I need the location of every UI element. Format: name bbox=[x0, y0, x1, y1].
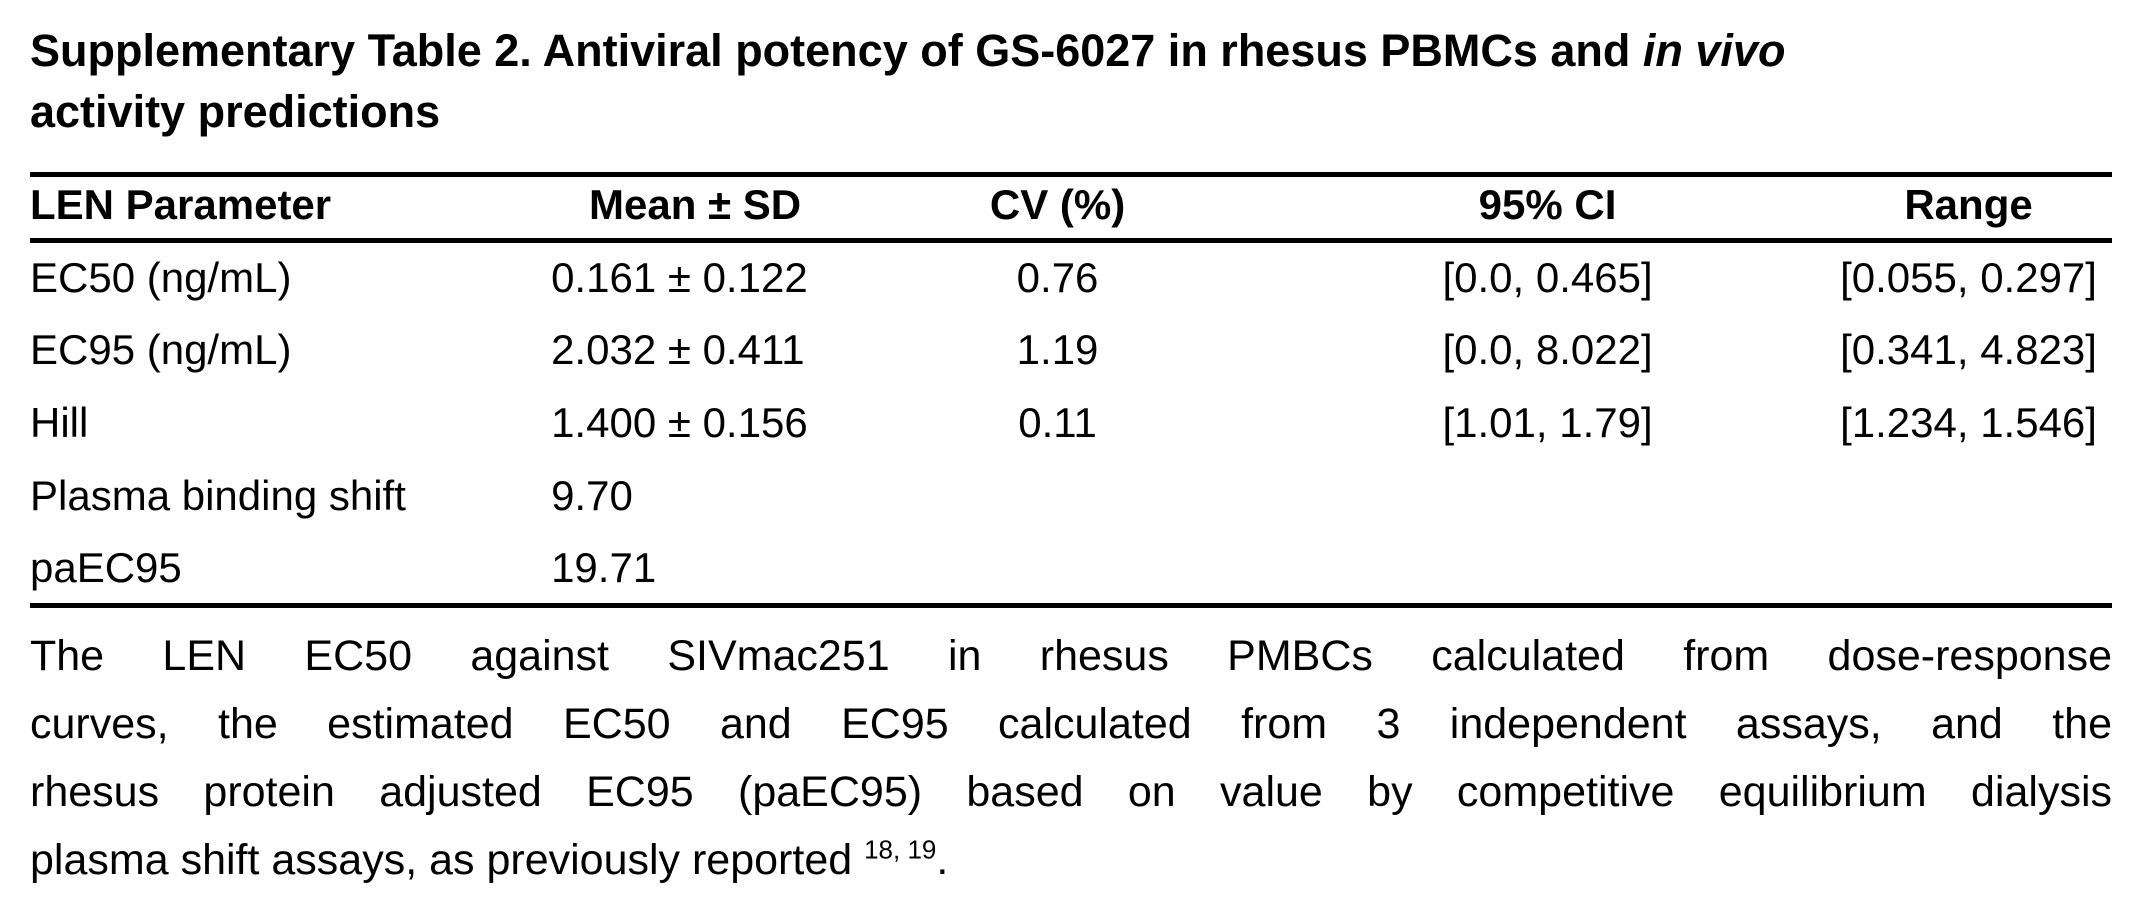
col-header-95ci: 95% CI bbox=[1478, 181, 1617, 228]
footnote-line: curves, the estimated EC50 and EC95 calc… bbox=[30, 700, 2112, 748]
table-header: LEN Parameter Mean ± SD CV (%) 95% CI Ra… bbox=[30, 175, 2112, 241]
table-row: EC50 (ng/mL) 0.161 ± 0.122 0.76 [0.0, 0.465… bbox=[30, 241, 2112, 314]
footnote: The LEN EC50 against SIVmac251 in rhesus… bbox=[30, 622, 2112, 894]
col-header-range: Range bbox=[1904, 181, 2033, 228]
cell-parameter: paEC95 bbox=[30, 543, 182, 591]
cell-mean-sd: 1.400 ± 0.156 bbox=[551, 399, 808, 446]
cell-range bbox=[1825, 533, 2112, 606]
footnote-line-text: plasma shift assays, as previously repor… bbox=[30, 836, 865, 884]
cell-mean-sd: 2.032 ± 0.411 bbox=[551, 326, 805, 373]
table-row: Plasma binding shift 9.70 bbox=[30, 460, 2112, 533]
footnote-line: plasma shift assays, as previously repor… bbox=[30, 826, 2112, 894]
table-row: Hill 1.400 ± 0.156 0.11 [1.01, 1.79] [1.234,… bbox=[30, 387, 2112, 460]
cell-range: [0.055, 0.297] bbox=[1840, 254, 2097, 302]
cell-95ci bbox=[1270, 533, 1825, 606]
cell-95ci: [0.0, 0.465] bbox=[1442, 254, 1653, 302]
cell-parameter: EC95 (ng/mL) bbox=[30, 326, 292, 373]
table-body: EC50 (ng/mL) 0.161 ± 0.122 0.76 [0.0, 0.465… bbox=[30, 241, 2112, 606]
cell-cv bbox=[845, 460, 1270, 533]
cell-parameter: Hill bbox=[30, 399, 89, 446]
document-title: Supplementary Table 2. Antiviral potency… bbox=[30, 20, 2112, 142]
cell-mean-sd: 0.161 ± 0.122 bbox=[551, 254, 808, 302]
cell-mean-sd: 9.70 bbox=[551, 472, 633, 519]
cell-cv: 1.19 bbox=[1016, 326, 1099, 373]
cell-range: [1.234, 1.546] bbox=[1840, 399, 2097, 446]
cell-cv: 0.11 bbox=[1018, 399, 1097, 446]
table-row: EC95 (ng/mL) 2.032 ± 0.411 1.19 [0.0, 8.022… bbox=[30, 314, 2112, 387]
cell-parameter: Plasma binding shift bbox=[30, 472, 406, 519]
cell-95ci: [1.01, 1.79] bbox=[1442, 399, 1653, 446]
col-header-parameter: LEN Parameter bbox=[30, 181, 332, 228]
table-header-row: LEN Parameter Mean ± SD CV (%) 95% CI Ra… bbox=[30, 175, 2112, 241]
footnote-reference-superscript: 18, 19 bbox=[864, 834, 937, 865]
cell-95ci bbox=[1270, 460, 1825, 533]
col-header-cv: CV (%) bbox=[989, 181, 1126, 228]
cell-95ci: [0.0, 8.022] bbox=[1442, 326, 1653, 373]
cell-cv bbox=[845, 533, 1270, 606]
title-italic-in-vivo: in vivo bbox=[1642, 25, 1786, 76]
col-header-mean-sd: Mean ± SD bbox=[589, 181, 802, 228]
table-row: paEC95 19.71 bbox=[30, 533, 2112, 606]
footnote-line: rhesus protein adjusted EC95 (paEC95) ba… bbox=[30, 768, 2112, 816]
cell-parameter: EC50 (ng/mL) bbox=[30, 254, 292, 302]
cell-mean-sd: 19.71 bbox=[551, 543, 657, 591]
title-text: Supplementary Table 2. Antiviral potency… bbox=[30, 25, 1643, 76]
footnote-period: . bbox=[936, 836, 949, 884]
cell-range bbox=[1825, 460, 2112, 533]
title-line-2: activity predictions bbox=[30, 86, 441, 137]
cell-range: [0.341, 4.823] bbox=[1840, 326, 2097, 373]
footnote-line: The LEN EC50 against SIVmac251 in rhesus… bbox=[30, 632, 2112, 680]
supplementary-table: LEN Parameter Mean ± SD CV (%) 95% CI Ra… bbox=[30, 172, 2112, 608]
cell-cv: 0.76 bbox=[1016, 254, 1099, 302]
